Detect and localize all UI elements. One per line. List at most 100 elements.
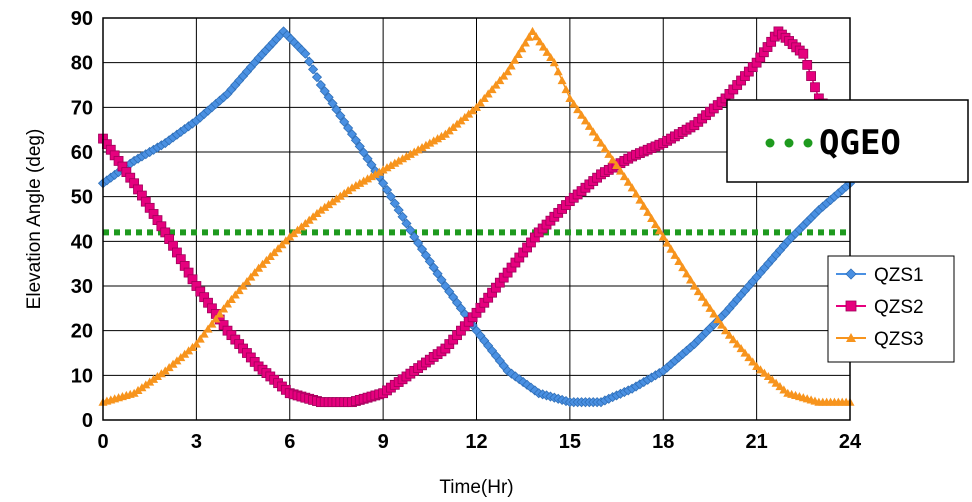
data-point bbox=[771, 378, 781, 387]
data-point bbox=[740, 348, 750, 357]
data-point bbox=[569, 99, 579, 108]
data-point bbox=[491, 80, 501, 89]
y-tick-label: 10 bbox=[71, 365, 93, 387]
data-point bbox=[385, 191, 396, 202]
qgeo-dot bbox=[803, 138, 813, 148]
data-point bbox=[199, 329, 209, 338]
data-point bbox=[378, 178, 389, 189]
data-point bbox=[584, 121, 594, 130]
data-point bbox=[355, 178, 365, 187]
data-point bbox=[331, 194, 341, 203]
data-point bbox=[561, 84, 571, 94]
data-point bbox=[145, 377, 155, 386]
data-point bbox=[393, 205, 404, 216]
data-point bbox=[643, 207, 653, 216]
data-point bbox=[697, 292, 707, 301]
data-point bbox=[347, 183, 357, 192]
data-point bbox=[506, 61, 516, 70]
y-tick-label: 80 bbox=[71, 53, 93, 75]
data-point bbox=[358, 147, 369, 158]
legend-label: QZS1 bbox=[874, 265, 924, 286]
data-point bbox=[517, 44, 527, 53]
data-point bbox=[721, 326, 730, 335]
series-lines bbox=[97, 26, 856, 408]
data-point bbox=[215, 309, 225, 318]
data-point bbox=[195, 334, 205, 343]
data-point bbox=[682, 269, 692, 278]
data-point bbox=[246, 272, 256, 281]
data-point bbox=[323, 92, 334, 103]
data-point bbox=[432, 268, 443, 279]
data-point bbox=[346, 129, 358, 140]
data-point bbox=[658, 232, 668, 241]
data-point bbox=[510, 55, 520, 64]
data-point bbox=[378, 165, 388, 174]
data-point bbox=[203, 324, 213, 333]
data-point bbox=[366, 159, 377, 170]
qgeo-label: QGEO bbox=[819, 123, 901, 163]
data-point bbox=[689, 281, 699, 290]
data-point bbox=[429, 136, 439, 145]
legend-item-qzs3: QZS3 bbox=[836, 329, 924, 350]
data-point bbox=[479, 93, 489, 102]
data-point bbox=[650, 220, 660, 229]
data-point bbox=[732, 339, 742, 348]
data-point bbox=[436, 274, 447, 285]
data-point bbox=[846, 333, 856, 342]
data-point bbox=[802, 60, 813, 70]
data-point bbox=[354, 141, 365, 152]
data-point bbox=[223, 299, 232, 308]
data-point bbox=[520, 38, 530, 47]
legend-item-qzs2: QZS2 bbox=[836, 297, 924, 318]
data-point bbox=[531, 32, 541, 41]
data-point bbox=[674, 256, 684, 266]
data-point bbox=[420, 250, 431, 261]
data-point bbox=[409, 147, 419, 156]
data-point bbox=[670, 250, 680, 259]
data-point bbox=[549, 58, 559, 67]
data-point bbox=[775, 382, 785, 391]
data-point bbox=[635, 195, 645, 204]
data-point bbox=[608, 155, 618, 164]
x-tick-label: 18 bbox=[652, 431, 674, 453]
qgeo-dot bbox=[765, 138, 775, 148]
data-point bbox=[374, 167, 384, 176]
data-point bbox=[499, 71, 509, 80]
data-point bbox=[339, 116, 350, 127]
data-point bbox=[685, 275, 695, 284]
data-point bbox=[433, 134, 443, 143]
data-point bbox=[133, 385, 143, 395]
legend: QZS1 QZS2 QZS3 bbox=[827, 255, 955, 363]
qgeo-annotation: QGEO bbox=[726, 99, 969, 183]
data-point bbox=[343, 122, 354, 134]
data-point bbox=[315, 79, 326, 91]
data-point bbox=[381, 184, 393, 196]
data-point bbox=[717, 320, 727, 329]
data-point bbox=[596, 138, 606, 147]
data-point bbox=[335, 191, 345, 200]
data-point bbox=[366, 172, 376, 181]
data-point bbox=[483, 89, 493, 98]
data-point bbox=[728, 335, 738, 344]
data-point bbox=[421, 140, 431, 149]
data-point bbox=[401, 218, 412, 229]
data-point bbox=[351, 181, 361, 190]
data-point bbox=[472, 102, 481, 111]
plot-frame bbox=[102, 17, 851, 421]
x-tick-label: 6 bbox=[284, 431, 295, 453]
data-point bbox=[565, 93, 575, 102]
x-tick-label: 0 bbox=[97, 431, 108, 453]
data-point bbox=[546, 52, 556, 62]
x-axis-title: Time(Hr) bbox=[439, 477, 513, 498]
data-point bbox=[428, 262, 439, 273]
y-tick-label: 60 bbox=[71, 142, 93, 164]
data-point bbox=[425, 138, 435, 147]
y-tick-label: 70 bbox=[71, 97, 93, 119]
data-point bbox=[424, 256, 435, 267]
data-point bbox=[475, 98, 485, 107]
data-point bbox=[612, 160, 622, 169]
data-point bbox=[845, 268, 857, 280]
data-point bbox=[535, 37, 545, 46]
data-point bbox=[604, 149, 614, 158]
data-point bbox=[678, 263, 688, 272]
